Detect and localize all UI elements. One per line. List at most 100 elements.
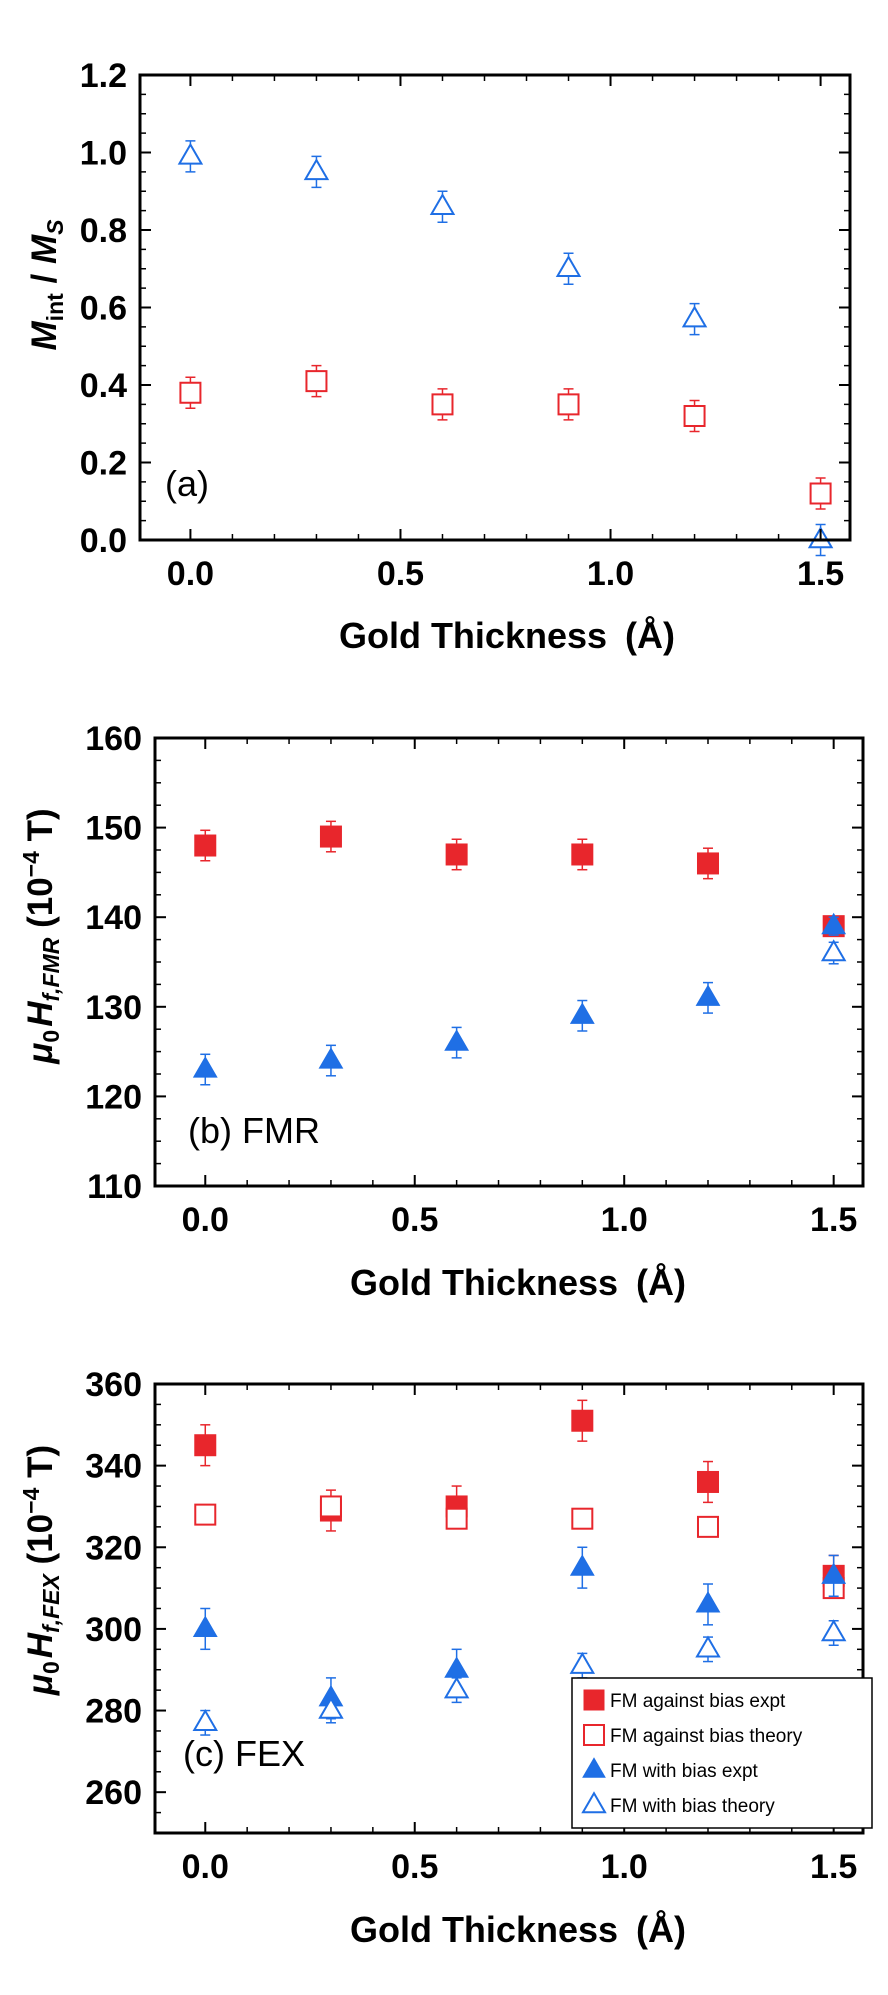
panel-b-fm-with-bias-expt-point [444, 1029, 470, 1051]
panel-a-open-squares-point [305, 370, 328, 393]
panel-c-fm-with-bias-expt-point [569, 1554, 595, 1576]
panel-c-fm-against-bias-theory-point [445, 1507, 468, 1530]
panel-c-xlabel: Gold Thickness (Å) [350, 1909, 686, 1950]
panel-c-fm-against-bias-theory-point [319, 1495, 342, 1518]
panel-a-annotation: (a) [165, 463, 209, 504]
panel-c-fm-with-bias-theory-point [569, 1651, 596, 1674]
panel-b-xtick-label: 1.0 [601, 1201, 648, 1239]
panel-c-fm-with-bias-expt-point [444, 1656, 470, 1678]
panel-a-xtick-label: 0.5 [377, 555, 424, 593]
panel-a-ytick-label: 1.2 [80, 57, 127, 95]
panel-b-annotation: (b) FMR [188, 1110, 320, 1151]
panel-b-fm-against-bias-expt-point [696, 852, 719, 875]
panel-a-ytick-label: 0.4 [80, 367, 127, 405]
legend-label: FM against bias theory [610, 1726, 803, 1747]
legend-label: FM with bias theory [610, 1796, 775, 1817]
panel-b-ytick-label: 160 [85, 720, 142, 758]
panel-a-ytick-label: 0.2 [80, 445, 127, 483]
panel-a-open-triangles-point [429, 192, 456, 215]
panel-a-xtick-label: 1.0 [587, 555, 634, 593]
panel-b-fm-with-bias-expt-point [821, 912, 847, 935]
panel-b-fm-with-bias-expt-point [318, 1047, 344, 1069]
panel-c-xtick-label: 1.5 [810, 1848, 857, 1886]
panel-b-ytick-label: 130 [85, 989, 142, 1027]
panel-a-open-triangles-point [303, 158, 330, 181]
panel-b-marks [192, 820, 847, 1086]
panel-a-open-triangles-point [555, 254, 582, 277]
panel-b-fm-against-bias-expt-point [194, 834, 217, 857]
panel-c-ytick-label: 340 [85, 1448, 142, 1486]
panel-c-ytick-label: 300 [85, 1611, 142, 1649]
panel-b-ytick-label: 110 [87, 1168, 142, 1206]
panel-a-ticks: 0.0 0.5 1.0 1.5 0.0 0.2 0.4 0.6 0.8 1.0 1.2 [80, 57, 850, 593]
panel-c-xtick-label: 0.5 [391, 1848, 438, 1886]
panel-b-xtick-label: 0.0 [182, 1201, 229, 1239]
panel-a-ytick-label: 0.6 [80, 290, 127, 328]
panel-c-legend: FM against bias expt FM against bias theo… [571, 1677, 873, 1829]
panel-b-xtick-label: 0.5 [391, 1201, 438, 1239]
panel-a-open-triangles-point [681, 305, 708, 328]
panel-b-ylabel: μ0Hf,FMR (10−4 T) [18, 808, 64, 1064]
panel-a-open-triangles-point [177, 142, 204, 165]
panel-b-fm-with-bias-expt-point [695, 984, 721, 1006]
panel-b-fm-with-bias-expt-point [192, 1056, 218, 1078]
panel-a-open-squares-point [431, 393, 454, 416]
panel-c: 0.0 0.5 1.0 1.5 260 280 300 320 340 360 FM agains… [18, 1366, 873, 1950]
panel-c-fm-with-bias-expt-point [695, 1591, 721, 1613]
panel-a-ylabel: Mint / MS [25, 219, 68, 351]
panel-a-open-squares-point [809, 482, 832, 505]
panel-b-ytick-label: 150 [85, 810, 142, 848]
panel-a-ytick-label: 0.0 [80, 522, 127, 560]
panel-a: 0.0 0.5 1.0 1.5 0.0 0.2 0.4 0.6 0.8 1.0 1.2 (a) Go… [25, 57, 852, 656]
legend-box [571, 1677, 873, 1829]
panel-c-fm-with-bias-theory-point [695, 1635, 721, 1658]
panel-c-ytick-label: 320 [85, 1529, 142, 1567]
panel-a-xlabel: Gold Thickness (Å) [339, 615, 675, 656]
panel-c-fm-against-bias-expt-point [571, 1409, 594, 1432]
panel-b-ytick-label: 120 [85, 1078, 142, 1116]
panel-c-ytick-label: 280 [85, 1693, 142, 1731]
panel-c-fm-against-bias-theory-point [194, 1503, 217, 1526]
panel-b-fm-against-bias-expt-point [319, 825, 342, 848]
panel-a-ytick-label: 1.0 [80, 135, 127, 173]
panel-b-frame [153, 736, 865, 1188]
panel-c-fm-against-bias-expt-point [696, 1470, 719, 1493]
panel-c-fm-against-bias-theory-point [571, 1507, 594, 1530]
legend-label: FM against bias expt [610, 1691, 786, 1712]
legend-marker-fm-with-bias-theory [581, 1791, 607, 1814]
panel-c-fm-with-bias-expt-point [192, 1615, 218, 1637]
panel-c-fm-with-bias-theory-point [318, 1696, 344, 1719]
panel-a-marks [177, 140, 834, 557]
panel-c-fm-with-bias-expt-point [821, 1562, 847, 1584]
panel-c-ytick-label: 360 [85, 1366, 142, 1404]
panel-c-fm-with-bias-theory-point [443, 1676, 470, 1699]
legend-label: FM with bias expt [610, 1761, 759, 1782]
legend-marker-fm-against-bias-expt [583, 1689, 605, 1711]
panel-c-fm-with-bias-theory-point [192, 1709, 219, 1732]
panel-b-fm-with-bias-expt-point [569, 1002, 595, 1024]
panel-b: 0.0 0.5 1.0 1.5 110 120 130 140 150 160 (b) FMR G… [18, 720, 865, 1303]
panel-b-xtick-label: 1.5 [810, 1201, 857, 1239]
panel-a-xtick-label: 0.0 [167, 555, 214, 593]
panel-a-xtick-label: 1.5 [797, 555, 844, 593]
panel-c-xtick-label: 1.0 [601, 1848, 648, 1886]
panel-b-ytick-label: 140 [85, 899, 142, 937]
panel-c-annotation: (c) FEX [183, 1733, 305, 1774]
panel-c-frame [153, 1382, 865, 1835]
panel-b-fm-against-bias-expt-point [445, 843, 468, 866]
panel-a-frame [138, 73, 852, 542]
panel-a-open-squares-point [557, 393, 580, 416]
panel-a-open-squares-point [683, 405, 706, 427]
panel-b-ticks: 0.0 0.5 1.0 1.5 110 120 130 140 150 160 [85, 720, 863, 1239]
panel-c-ylabel: μ0Hf,FEX (10−4 T) [18, 1445, 64, 1696]
panel-b-xlabel: Gold Thickness (Å) [350, 1262, 686, 1303]
panel-c-fm-against-bias-theory-point [696, 1515, 719, 1538]
legend-marker-fm-against-bias-theory [583, 1724, 605, 1746]
panel-c-fm-against-bias-expt-point [194, 1434, 217, 1457]
panel-c-ytick-label: 260 [85, 1774, 142, 1812]
panel-b-fm-against-bias-expt-point [571, 843, 594, 866]
panel-a-open-squares-point [179, 381, 202, 404]
legend-marker-fm-with-bias-expt [582, 1757, 606, 1778]
panel-b-fm-with-bias-theory-point [820, 939, 847, 962]
